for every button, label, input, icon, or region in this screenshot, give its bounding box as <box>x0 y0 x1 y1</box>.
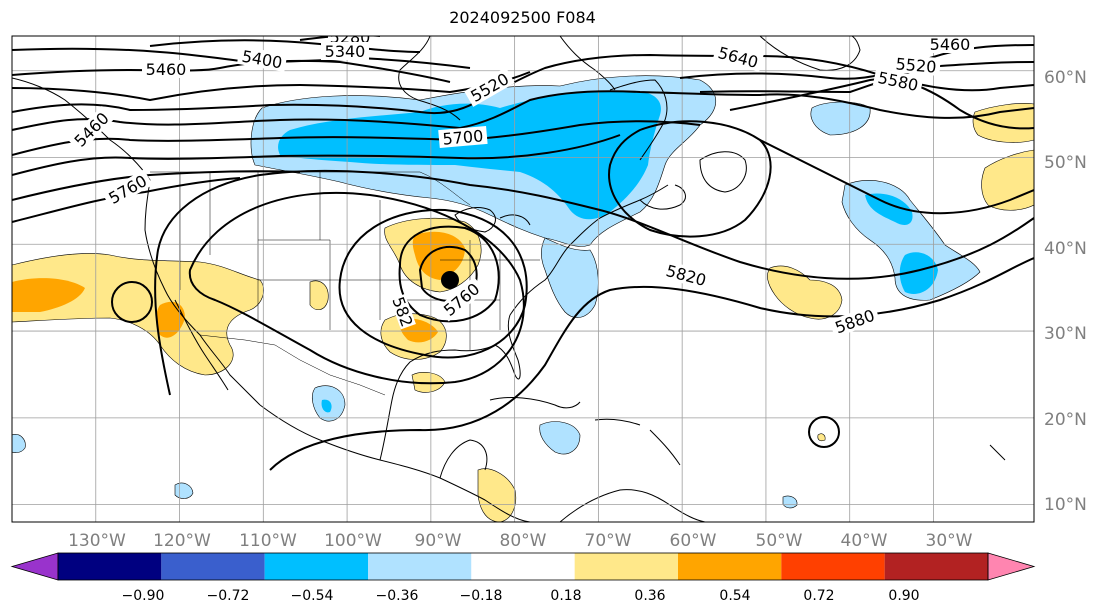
colorbar-swatch <box>781 553 885 580</box>
contour-row-2 <box>12 53 1034 115</box>
contour-label-5280: 5280 <box>330 28 371 47</box>
lon-tick-label: 100°W <box>324 531 382 551</box>
shaded-anomaly-fields <box>12 75 1034 522</box>
contour-closed-low-3 <box>338 208 528 359</box>
lat-tick-label: 30°N <box>1044 324 1087 344</box>
contour-small-circle-west <box>111 281 153 323</box>
contour-label-5520-east: 5520 <box>895 54 937 76</box>
anomaly-negative-canada-core <box>278 91 661 220</box>
colorbar-tick-labels: −0.90 −0.72 −0.54 −0.36 −0.18 0.18 0.36 … <box>122 588 920 604</box>
contour-label-5700: 5700 <box>442 126 484 148</box>
lon-tick-label: 80°W <box>500 531 547 551</box>
anomaly-positive-east-1 <box>972 103 1034 143</box>
colorbar-tick-label: 0.36 <box>634 588 665 604</box>
contour-5760-loop <box>188 191 525 385</box>
colorbar-tick-label: 0.90 <box>888 588 919 604</box>
anomaly-positive-small-1 <box>309 280 329 310</box>
coastlines <box>12 36 1006 522</box>
colorbar: −0.90 −0.72 −0.54 −0.36 −0.18 0.18 0.36 … <box>10 552 1036 604</box>
colorbar-tick-label: 0.72 <box>803 588 834 604</box>
contour-5880 <box>269 257 1034 471</box>
contour-5820 <box>154 169 1034 396</box>
lon-tick-label: 90°W <box>415 531 462 551</box>
colorbar-tick-label: −0.18 <box>460 588 503 604</box>
lat-tick-label: 60°N <box>1044 68 1087 88</box>
contour-5340 <box>149 39 421 53</box>
contour-row-4 <box>12 120 701 156</box>
contour-small-circle-east <box>808 416 840 448</box>
anomaly-negative-atlantic-core <box>865 193 913 225</box>
contour-east-mid <box>759 139 1034 215</box>
anomaly-positive-west-core <box>12 278 85 312</box>
lat-tick-label: 40°N <box>1044 239 1087 259</box>
colorbar-frame <box>57 552 989 581</box>
contour-closed-low-inner <box>418 245 478 303</box>
contour-closed-low-2 <box>398 225 500 323</box>
contour-row-5 <box>12 134 621 176</box>
anomaly-negative-southeast <box>540 237 599 318</box>
colorbar-swatch <box>678 553 782 580</box>
map-content: 5280 5340 5400 5460 5520 5580 5640 5700 … <box>12 28 1034 522</box>
lat-tick-label: 10°N <box>1044 495 1087 515</box>
colorbar-extend-min <box>10 552 59 581</box>
anomaly-negative-small-3 <box>539 421 581 455</box>
anomaly-negative-atlantic-core2 <box>899 252 938 294</box>
contour-5280 <box>299 36 380 41</box>
contour-label-5460-west: 5460 <box>146 60 187 79</box>
colorbar-swatch <box>161 553 265 580</box>
lon-tick-label: 40°W <box>841 531 888 551</box>
contour-row-6 <box>12 170 301 201</box>
anomaly-positive-small-4 <box>817 433 826 442</box>
contour-row-3 <box>12 90 1034 131</box>
contour-row-7 <box>12 177 241 223</box>
colorbar-swatch <box>264 553 368 580</box>
lon-tick-label: 130°W <box>68 531 126 551</box>
latitude-tick-labels: 60°N 50°N 40°N 30°N 20°N 10°N <box>1044 68 1087 515</box>
colorbar-swatch <box>471 553 575 580</box>
contour-label-5460-east: 5460 <box>930 35 971 54</box>
contour-east-upper <box>608 120 772 238</box>
colorbar-swatch <box>368 553 472 580</box>
colorbar-tick-label: −0.54 <box>291 588 334 604</box>
contour-5460-west <box>12 59 451 83</box>
storm-center-marker <box>441 271 459 289</box>
anomaly-negative-small-5 <box>12 434 26 453</box>
colorbar-swatches <box>10 552 1036 581</box>
lon-tick-label: 50°W <box>756 531 803 551</box>
lat-tick-label: 20°N <box>1044 410 1087 430</box>
colorbar-swatch <box>884 553 988 580</box>
lon-tick-label: 60°W <box>670 531 717 551</box>
colorbar-tick-label: 0.18 <box>550 588 581 604</box>
anomaly-positive-small-3 <box>477 468 517 522</box>
colorbar-tick-label: −0.72 <box>207 588 250 604</box>
colorbar-swatch <box>58 553 162 580</box>
lon-tick-label: 30°W <box>926 531 973 551</box>
contour-labels: 5280 5340 5400 5460 5520 5580 5640 5700 … <box>67 28 974 338</box>
map-frame <box>11 35 1035 523</box>
colorbar-swatch <box>574 553 678 580</box>
contour-label-5340: 5340 <box>325 42 366 61</box>
colorbar-extend-max <box>987 552 1036 581</box>
colorbar-tick-label: −0.36 <box>376 588 419 604</box>
colorbar-tick-label: −0.90 <box>122 588 165 604</box>
lon-tick-label: 110°W <box>239 531 297 551</box>
longitude-tick-labels: 130°W 120°W 110°W 100°W 90°W 80°W 70°W 6… <box>68 531 973 551</box>
lat-tick-label: 50°N <box>1044 153 1087 173</box>
map-title: 2024092500 F084 <box>449 8 596 27</box>
lon-tick-label: 120°W <box>153 531 211 551</box>
anomaly-positive-central-core <box>412 231 465 280</box>
height-contours <box>12 36 1034 471</box>
colorbar-tick-label: 0.54 <box>719 588 750 604</box>
anomaly-negative-small-2c <box>321 399 332 413</box>
lon-tick-label: 70°W <box>585 531 632 551</box>
